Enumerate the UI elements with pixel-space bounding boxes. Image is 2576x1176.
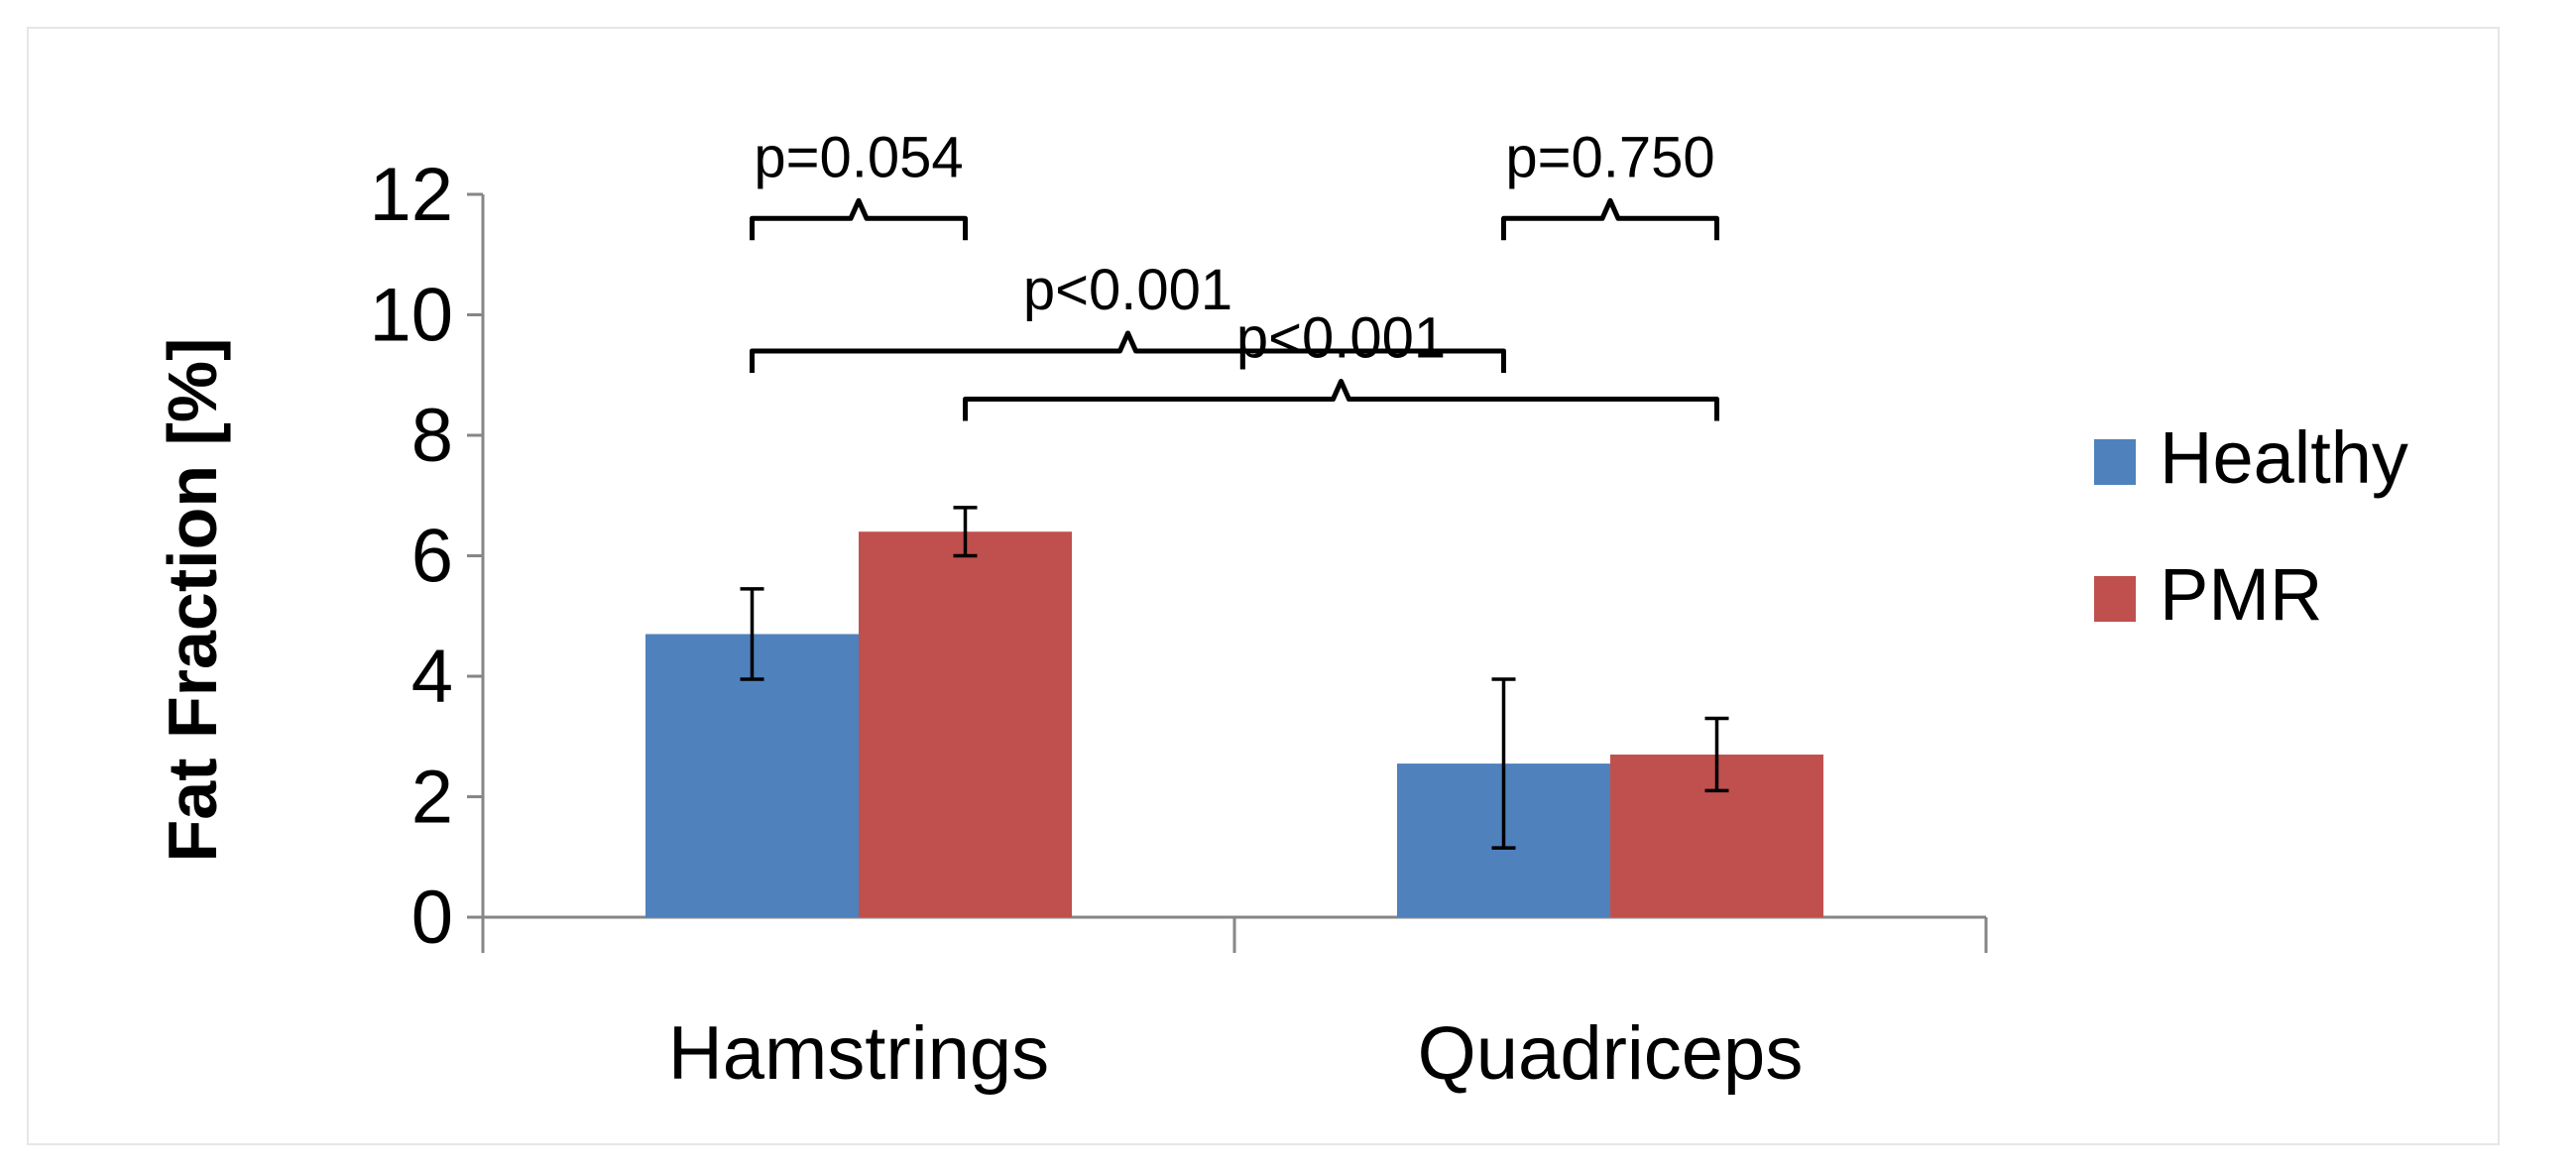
legend-swatch-healthy (2094, 439, 2136, 485)
significance-label: p=0.054 (754, 125, 963, 189)
legend-label-healthy: Healthy (2160, 416, 2408, 499)
y-tick-label: 2 (411, 756, 453, 840)
significance-bracket (750, 330, 1506, 373)
y-tick-label: 12 (369, 153, 453, 237)
x-category-label: Quadriceps (1418, 1011, 1804, 1096)
x-category-label: Hamstrings (668, 1011, 1049, 1096)
significance-label: p=0.750 (1505, 125, 1714, 189)
y-axis-label: Fat Fraction [%] (154, 338, 231, 863)
y-tick-label: 0 (411, 876, 453, 960)
bar-healthy-hamstrings (645, 634, 859, 917)
bar-pmr-hamstrings (859, 531, 1072, 917)
y-tick-label: 4 (411, 635, 453, 719)
plot-area: 0 2 4 6 8 10 12 Hamstrings Quadriceps p=0.054 p<0.… (369, 125, 1988, 1096)
y-tick-label: 6 (411, 515, 453, 599)
chart-frame (27, 27, 2500, 1145)
significance-bracket (750, 197, 968, 241)
legend-label-pmr: PMR (2160, 553, 2322, 636)
y-tick-label: 8 (411, 394, 453, 478)
significance-bracket (963, 379, 1719, 421)
legend-swatch-pmr (2094, 576, 2136, 622)
significance-bracket (1501, 197, 1719, 241)
legend: Healthy PMR (2094, 416, 2408, 636)
significance-label: p<0.001 (1236, 306, 1446, 371)
y-tick-label: 10 (369, 274, 453, 358)
significance-label: p<0.001 (1023, 258, 1232, 322)
